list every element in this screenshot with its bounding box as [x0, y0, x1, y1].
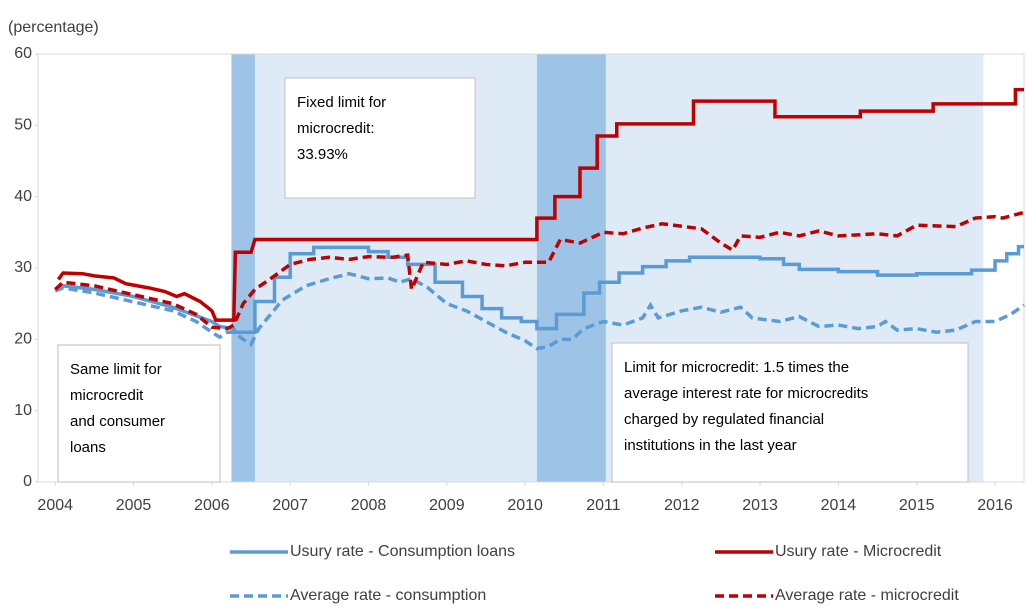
- series-line: [54, 271, 1026, 351]
- annotation-text: and consumer: [70, 413, 165, 430]
- y-tick-label: 30: [14, 259, 32, 276]
- y-tick-label: 0: [23, 473, 32, 490]
- annotation-text: microcredit:: [297, 120, 375, 137]
- annotation-text: Fixed limit for: [297, 94, 386, 111]
- annotation-box: [57, 344, 221, 483]
- y-tick-label: 10: [14, 402, 32, 419]
- legend-label: Usury rate - Microcredit: [775, 543, 942, 560]
- x-tick-label: 2007: [272, 497, 308, 514]
- legend-label: Average rate - consumption: [290, 587, 486, 604]
- annotation-text: Limit for microcredit: 1.5 times the: [624, 359, 849, 376]
- y-axis-label: (percentage): [8, 19, 99, 36]
- x-tick-label: 2010: [507, 497, 543, 514]
- series-line: [57, 244, 1024, 334]
- annotation-box: [611, 342, 969, 483]
- x-tick-label: 2004: [37, 497, 73, 514]
- y-tick-label: 40: [14, 188, 32, 205]
- x-tick-label: 2015: [899, 497, 935, 514]
- x-tick-label: 2014: [821, 497, 857, 514]
- annotation-text: microcredit: [70, 387, 144, 404]
- x-tick-label: 2013: [742, 497, 778, 514]
- y-tick-label: 20: [14, 331, 32, 348]
- y-tick-label: 50: [14, 117, 32, 134]
- x-tick-label: 2016: [977, 497, 1013, 514]
- series-line: [54, 210, 1025, 331]
- annotation-text: average interest rate for microcredits: [624, 385, 868, 402]
- shaded-period: [536, 54, 606, 482]
- annotation-text: institutions in the last year: [624, 437, 797, 454]
- series-line: [56, 87, 1024, 322]
- x-tick-label: 2006: [194, 497, 230, 514]
- x-tick-label: 2009: [429, 497, 465, 514]
- annotation-text: loans: [70, 439, 106, 456]
- x-tick-label: 2008: [351, 497, 387, 514]
- legend-label: Average rate - microcredit: [775, 587, 959, 604]
- y-tick-label: 60: [14, 45, 32, 62]
- annotation-text: Same limit for: [70, 361, 162, 378]
- x-tick-label: 2011: [586, 497, 621, 514]
- x-tick-label: 2012: [664, 497, 700, 514]
- annotation-box: [284, 77, 476, 199]
- annotation-text: charged by regulated financial: [624, 411, 824, 428]
- x-tick-label: 2005: [116, 497, 152, 514]
- annotation-text: 33.93%: [297, 146, 348, 163]
- shaded-period: [231, 54, 255, 482]
- legend-label: Usury rate - Consumption loans: [290, 543, 515, 560]
